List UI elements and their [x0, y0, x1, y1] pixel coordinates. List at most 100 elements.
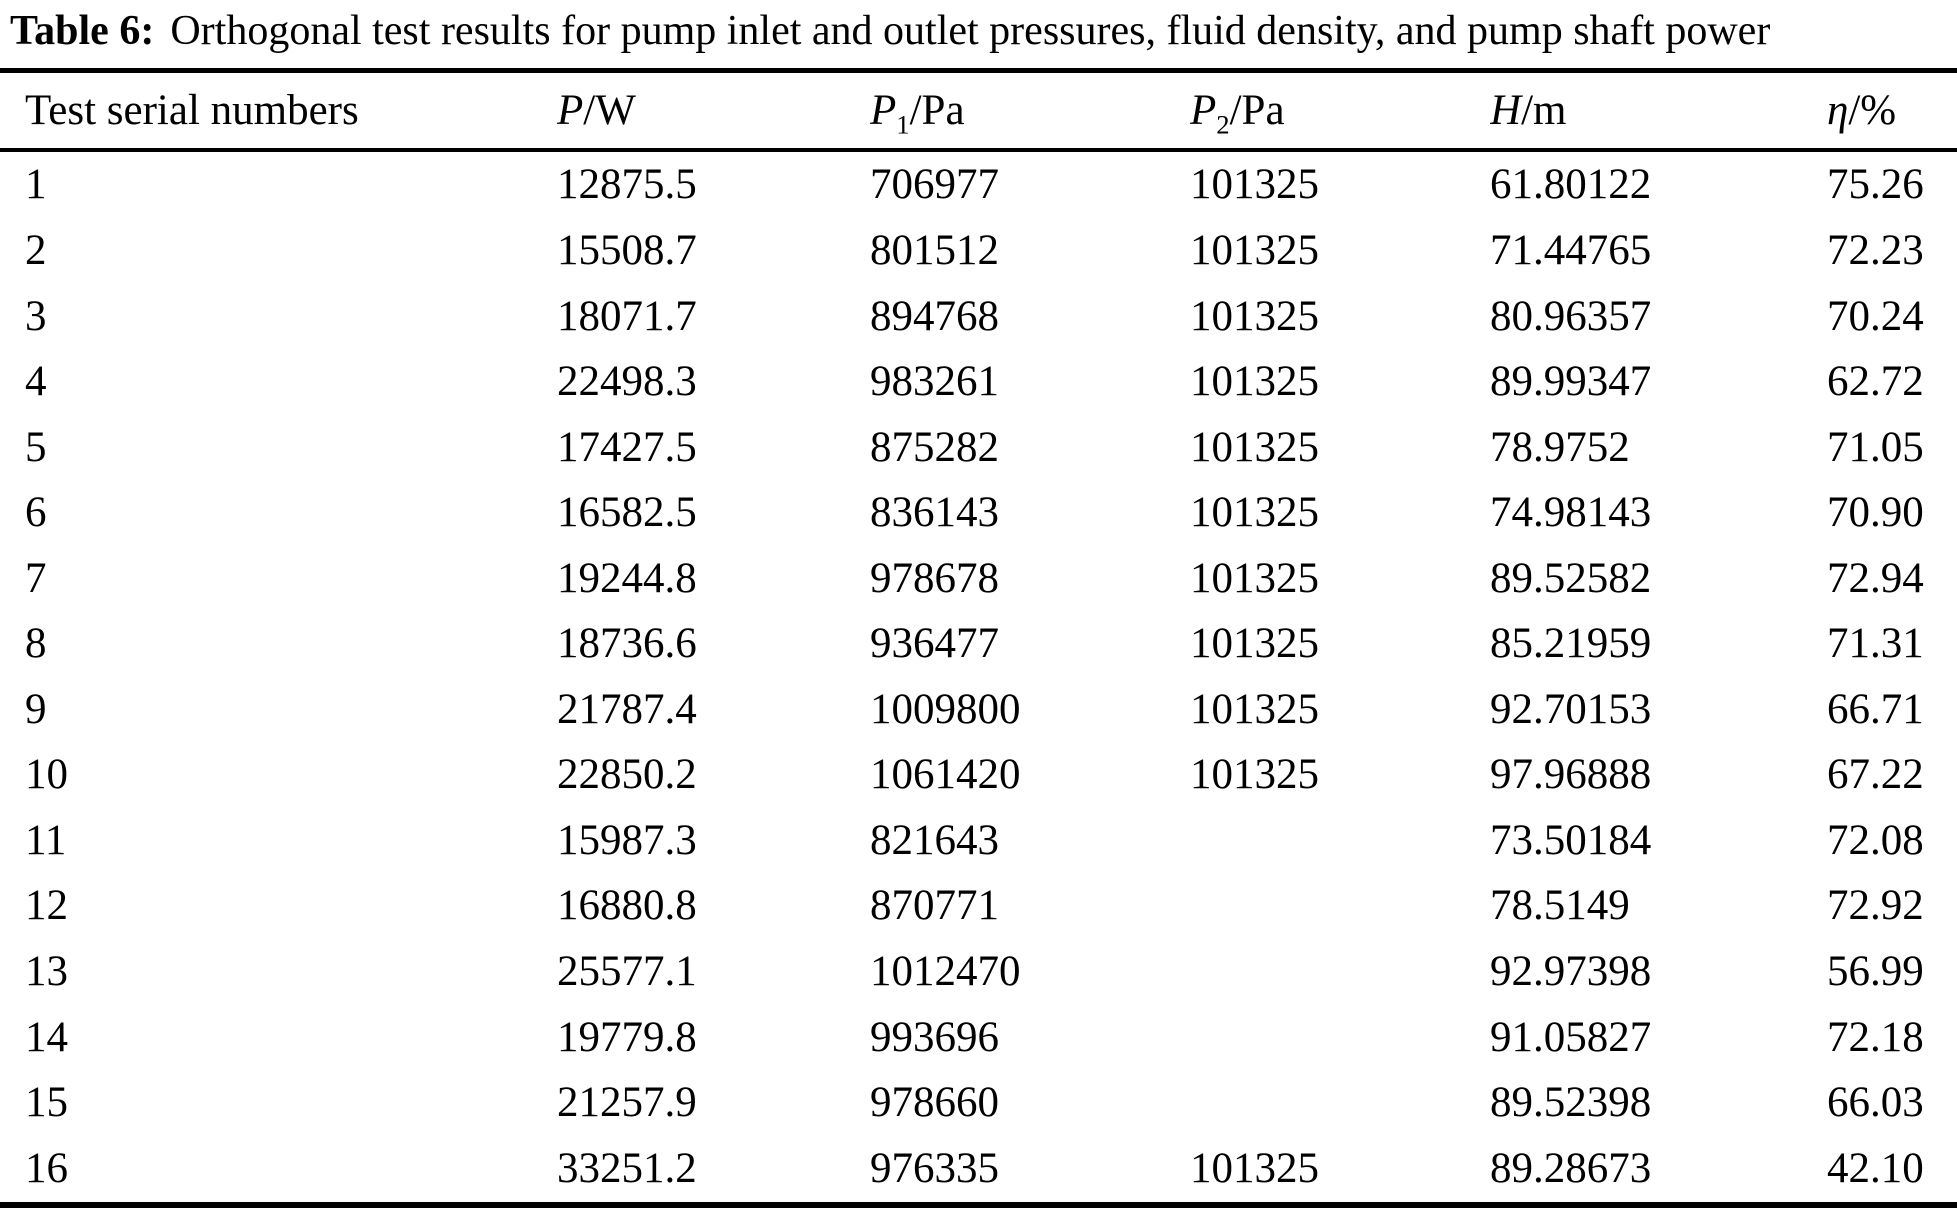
cell-eta: 72.23: [1827, 226, 1924, 274]
table-row: 11 15987.3 821643 73.50184 72.08: [0, 808, 1957, 874]
cell-h: 85.21959: [1490, 620, 1652, 668]
cell-p1: 1061420: [870, 751, 1021, 799]
header-var: H: [1490, 86, 1522, 134]
table-row: 6 16582.5 836143 101325 74.98143 70.90: [0, 480, 1957, 546]
table-row: 15 21257.9 978660 89.52398 66.03: [0, 1070, 1957, 1136]
header-var: η: [1827, 86, 1849, 134]
cell-p1: 894768: [870, 292, 999, 340]
col-header-h-m: H/m: [1490, 71, 1827, 150]
header-unit: /m: [1521, 86, 1567, 134]
cell-eta: 72.18: [1827, 1013, 1924, 1061]
cell-p1: 936477: [870, 620, 999, 668]
cell-p2: 101325: [1190, 226, 1319, 274]
cell-h: 80.96357: [1490, 292, 1652, 340]
header-sub: 2: [1216, 109, 1230, 140]
table-row: 5 17427.5 875282 101325 78.9752 71.05: [0, 414, 1957, 480]
cell-h: 97.96888: [1490, 751, 1652, 799]
cell-p2: 101325: [1190, 751, 1319, 799]
cell-eta: 75.26: [1827, 161, 1924, 209]
cell-p1: 978660: [870, 1079, 999, 1127]
cell-p2: [1190, 808, 1490, 874]
cell-serial: 4: [25, 358, 47, 406]
cell-p2: 101325: [1190, 489, 1319, 537]
col-header-p1-pa: P1/Pa: [870, 71, 1190, 150]
cell-p2: [1190, 873, 1490, 939]
col-header-test-serial-numbers: Test serial numbers: [0, 71, 557, 150]
cell-p: 15508.7: [557, 226, 697, 274]
cell-eta: 71.05: [1827, 423, 1924, 471]
cell-serial: 2: [25, 226, 47, 274]
cell-serial: 9: [25, 685, 47, 733]
cell-p2: 101325: [1190, 620, 1319, 668]
cell-eta: 72.94: [1827, 554, 1924, 602]
table-row: 16 33251.2 976335 101325 89.28673 42.10: [0, 1135, 1957, 1205]
table-row: 9 21787.4 1009800 101325 92.70153 66.71: [0, 677, 1957, 743]
header-row: Test serial numbers P/W P1/Pa P2/Pa H/m …: [0, 70, 1957, 150]
header-unit: /%: [1848, 86, 1897, 134]
cell-p2: [1190, 1070, 1490, 1136]
cell-h: 92.70153: [1490, 685, 1652, 733]
cell-serial: 11: [25, 816, 67, 864]
cell-eta: 71.31: [1827, 620, 1924, 668]
cell-serial: 7: [25, 554, 47, 602]
table-row: 14 19779.8 993696 91.05827 72.18: [0, 1004, 1957, 1070]
cell-serial: 5: [25, 423, 47, 471]
cell-h: 89.28673: [1490, 1145, 1652, 1193]
cell-serial: 3: [25, 292, 47, 340]
cell-h: 71.44765: [1490, 226, 1652, 274]
table-row: 1 12875.5 706977 101325 61.80122 75.26: [0, 150, 1957, 218]
cell-h: 89.52398: [1490, 1079, 1652, 1127]
cell-p1: 875282: [870, 423, 999, 471]
table-header: Test serial numbers P/W P1/Pa P2/Pa H/m …: [0, 70, 1957, 150]
cell-eta: 66.71: [1827, 685, 1924, 733]
header-var: P: [870, 86, 897, 134]
table-caption-number: Table 6:: [10, 8, 155, 54]
col-header-p-w: P/W: [557, 71, 870, 150]
cell-p2: [1190, 1004, 1490, 1070]
cell-eta: 72.08: [1827, 816, 1924, 864]
cell-p2: 101325: [1190, 292, 1319, 340]
cell-p: 22498.3: [557, 358, 697, 406]
cell-p: 33251.2: [557, 1145, 697, 1193]
cell-p2: 101325: [1190, 1145, 1319, 1193]
header-unit: /Pa: [1229, 86, 1285, 134]
table-row: 7 19244.8 978678 101325 89.52582 72.94: [0, 545, 1957, 611]
header-label: Test serial numbers: [25, 86, 359, 134]
cell-eta: 42.10: [1827, 1145, 1924, 1193]
cell-eta: 56.99: [1827, 948, 1924, 995]
cell-p2: 101325: [1190, 685, 1319, 733]
header-var: P: [1190, 86, 1217, 134]
cell-p2: 101325: [1190, 423, 1319, 471]
cell-h: 73.50184: [1490, 816, 1652, 864]
cell-p1: 993696: [870, 1013, 999, 1061]
cell-p1: 836143: [870, 489, 999, 537]
table-row: 10 22850.2 1061420 101325 97.96888 67.22: [0, 742, 1957, 808]
cell-p1: 870771: [870, 882, 999, 930]
cell-h: 78.9752: [1490, 423, 1630, 471]
header-unit: /Pa: [909, 86, 965, 134]
cell-p: 19244.8: [557, 554, 697, 602]
cell-p: 15987.3: [557, 816, 697, 864]
table-row: 13 25577.1 1012470 92.97398 56.99: [0, 939, 1957, 1005]
cell-p: 19779.8: [557, 1013, 697, 1061]
cell-eta: 62.72: [1827, 358, 1924, 406]
cell-p1: 1009800: [870, 685, 1021, 733]
cell-h: 74.98143: [1490, 489, 1652, 537]
cell-eta: 70.24: [1827, 292, 1924, 340]
cell-p: 22850.2: [557, 751, 697, 799]
table-row: 12 16880.8 870771 78.5149 72.92: [0, 873, 1957, 939]
cell-serial: 16: [25, 1145, 68, 1193]
cell-p1: 821643: [870, 816, 999, 864]
cell-eta: 66.03: [1827, 1079, 1924, 1127]
cell-p1: 976335: [870, 1145, 999, 1193]
header-sub: 1: [896, 109, 910, 140]
header-var: P: [557, 86, 584, 134]
cell-p: 16880.8: [557, 882, 697, 930]
table-row: 4 22498.3 983261 101325 89.99347 62.72: [0, 349, 1957, 415]
cell-p: 12875.5: [557, 161, 697, 209]
cell-p2: 101325: [1190, 554, 1319, 602]
header-unit: /W: [583, 86, 636, 134]
cell-p1: 801512: [870, 226, 999, 274]
cell-h: 78.5149: [1490, 882, 1630, 930]
